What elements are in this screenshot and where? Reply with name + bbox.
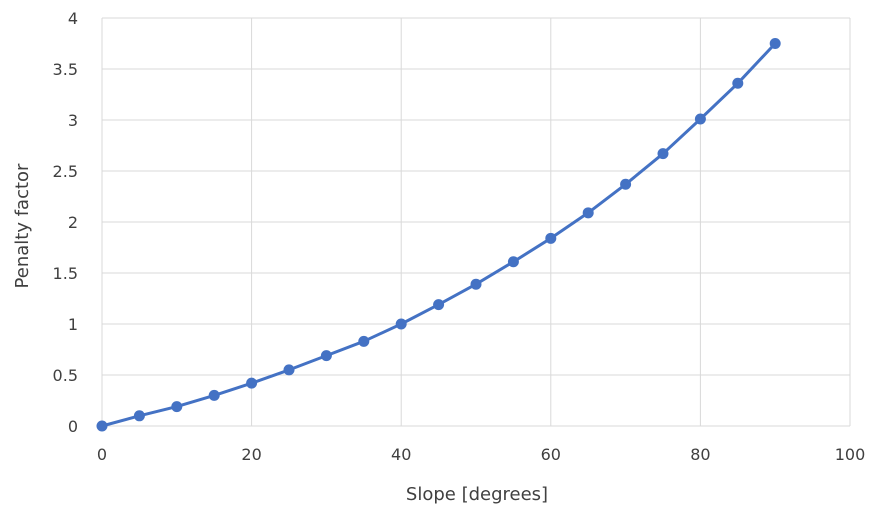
data-point [171, 401, 183, 413]
data-point [433, 299, 445, 311]
data-point [657, 148, 669, 160]
y-tick-label: 2.5 [53, 162, 78, 181]
data-point [545, 232, 557, 244]
data-point [470, 278, 482, 290]
x-tick-label: 80 [690, 445, 710, 464]
data-point [320, 350, 332, 362]
x-tick-label: 40 [391, 445, 411, 464]
y-axis-ticks: 0 0.5 1 1.5 2 2.5 3 3.5 4 [53, 9, 78, 436]
series [96, 38, 781, 432]
x-tick-label: 20 [241, 445, 261, 464]
y-tick-label: 3.5 [53, 60, 78, 79]
y-tick-label: 1.5 [53, 264, 78, 283]
y-axis-title: Penalty factor [12, 163, 33, 288]
data-point [694, 113, 706, 125]
data-point [507, 256, 519, 268]
data-point [133, 410, 145, 422]
data-point [246, 377, 258, 389]
data-point [732, 77, 744, 89]
y-tick-label: 0 [68, 417, 78, 436]
data-point [582, 207, 594, 219]
data-point [358, 335, 370, 347]
y-tick-label: 0.5 [53, 366, 78, 385]
x-axis-title: Slope [degrees] [406, 484, 548, 505]
gridlines [101, 17, 851, 427]
data-point [208, 389, 220, 401]
x-tick-label: 0 [97, 445, 107, 464]
y-tick-label: 2 [68, 213, 78, 232]
data-point [620, 178, 632, 190]
data-point [395, 318, 407, 330]
y-tick-label: 1 [68, 315, 78, 334]
data-point [283, 364, 295, 376]
x-tick-label: 100 [835, 445, 866, 464]
x-axis-ticks: 0 20 40 60 80 100 [97, 445, 865, 464]
data-point [769, 38, 781, 49]
data-point [96, 420, 108, 432]
y-tick-label: 4 [68, 9, 78, 28]
x-tick-label: 60 [541, 445, 561, 464]
y-tick-label: 3 [68, 111, 78, 130]
series-line [100, 42, 777, 428]
